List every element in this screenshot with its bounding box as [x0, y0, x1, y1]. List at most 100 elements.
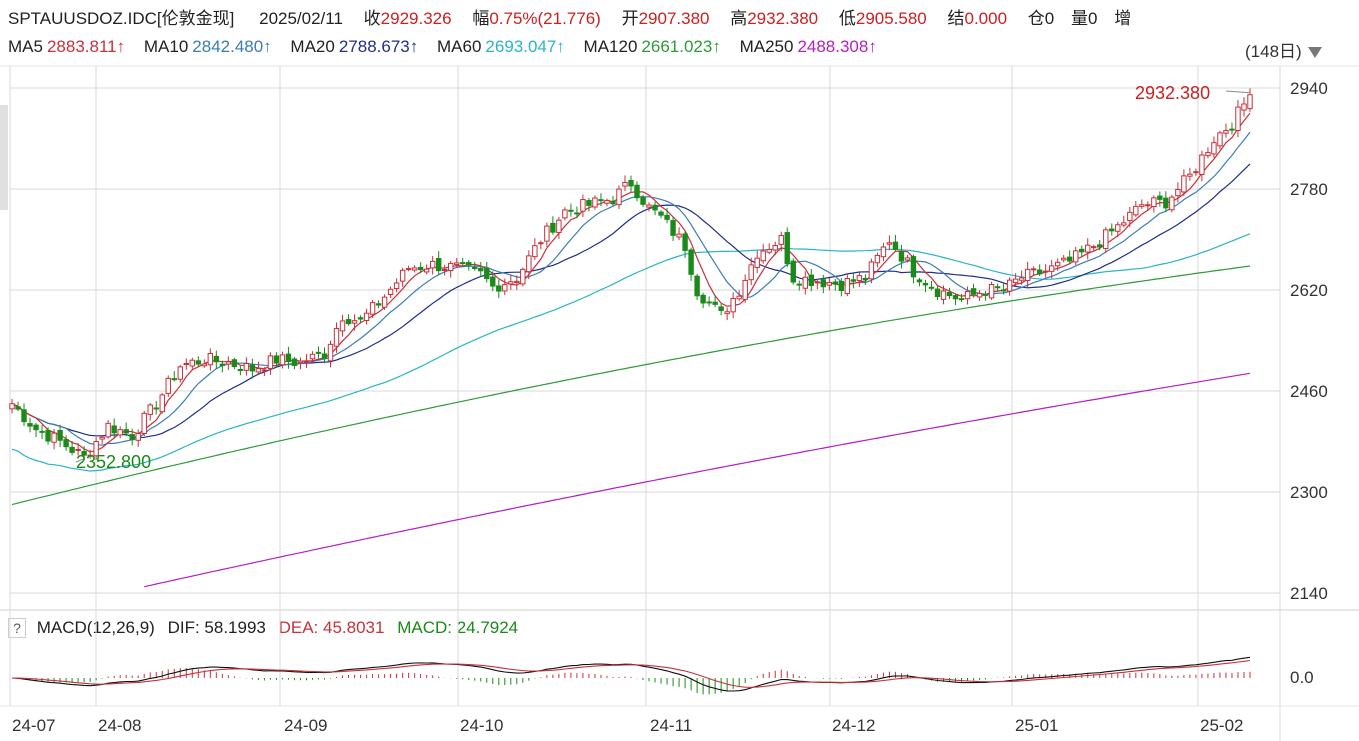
candle-body	[129, 434, 135, 441]
candle	[249, 358, 256, 379]
candle-body	[664, 214, 670, 220]
candle-body	[303, 361, 310, 364]
candle	[1187, 167, 1193, 181]
candle-body	[237, 369, 244, 372]
candle-body	[261, 369, 268, 372]
candle	[441, 264, 448, 276]
ma120-label: MA120	[583, 37, 638, 56]
candle	[796, 280, 802, 291]
candle	[1217, 130, 1223, 150]
candle	[1163, 191, 1169, 213]
candle	[423, 264, 430, 275]
candle-body	[135, 433, 141, 441]
candle	[646, 202, 652, 212]
candle	[808, 268, 814, 292]
candle	[135, 429, 141, 447]
candle	[538, 240, 544, 250]
candle-body	[21, 409, 27, 423]
candle-body	[616, 188, 622, 206]
candle	[946, 287, 953, 300]
ma60-value: 2693.047↑	[485, 37, 565, 56]
left-scroll-handle[interactable]	[0, 105, 8, 210]
candle	[51, 428, 57, 450]
candle	[1006, 277, 1013, 296]
dif-label: DIF: 58.1993	[167, 618, 266, 637]
candle-body	[195, 360, 202, 365]
candle-body	[1217, 132, 1223, 147]
candle-body	[466, 262, 472, 266]
candle	[1024, 261, 1031, 288]
candle-body	[532, 245, 538, 258]
candle-body	[958, 298, 965, 301]
ma-legend: MA5 2883.811↑ MA10 2842.480↑ MA20 2788.673↑…	[8, 37, 891, 57]
candle	[297, 357, 304, 370]
candle	[934, 285, 941, 301]
candle	[586, 198, 592, 212]
period-selector[interactable]: (148日)	[1245, 37, 1322, 62]
candle	[1018, 270, 1025, 285]
candle-body	[544, 225, 550, 242]
help-icon[interactable]: ?	[8, 618, 26, 638]
candle	[207, 348, 214, 371]
ma250-value: 2488.308↑	[797, 37, 877, 56]
macd-y-tick-label: 0.0	[1290, 668, 1314, 687]
candle	[556, 217, 562, 239]
candle	[177, 364, 183, 383]
candle-body	[688, 249, 694, 275]
candle	[93, 437, 99, 460]
candle	[39, 424, 45, 440]
candle-body	[982, 293, 989, 296]
candle	[820, 274, 827, 294]
symbol-name[interactable]: SPTAUUSDOZ.IDC[伦敦金现]	[8, 9, 235, 28]
candle-body	[754, 257, 760, 268]
candle-body	[1030, 268, 1037, 271]
candle	[201, 359, 208, 368]
candle	[1054, 258, 1061, 271]
candle-body	[1241, 103, 1247, 111]
candle	[514, 275, 520, 290]
candle-body	[183, 362, 189, 365]
candle-body	[423, 268, 430, 273]
open-value: 2907.380	[638, 9, 710, 28]
x-tick-label: 24-09	[284, 716, 327, 735]
candle	[826, 278, 833, 291]
candle	[213, 350, 220, 370]
candle	[405, 265, 412, 272]
candle-body	[105, 422, 111, 438]
candle-body	[1091, 246, 1097, 249]
candle-body	[472, 267, 478, 270]
position-label: 仓	[1027, 9, 1045, 28]
ma5-label: MA5	[8, 37, 43, 56]
candle	[754, 250, 760, 274]
candle-body	[676, 233, 682, 238]
candle-body	[375, 303, 382, 306]
candle	[484, 261, 490, 283]
volume-label: 量	[1070, 9, 1088, 28]
candle-body	[682, 233, 688, 251]
candle-body	[327, 343, 334, 362]
ma20-value: 2788.673↑	[338, 37, 419, 56]
candle	[898, 244, 905, 269]
candle	[904, 254, 911, 263]
candle-body	[718, 306, 724, 311]
candle	[850, 273, 857, 289]
candle-body	[772, 244, 778, 251]
candle	[694, 273, 700, 301]
candle	[670, 216, 676, 241]
candle-body	[405, 268, 412, 271]
candle	[1121, 215, 1127, 228]
candle-body	[63, 439, 69, 448]
candle-body	[1181, 175, 1187, 193]
candle	[231, 357, 238, 370]
candle-body	[207, 352, 214, 366]
candle	[393, 278, 400, 293]
ma20-label: MA20	[290, 37, 335, 56]
candle-body	[514, 280, 520, 283]
candle	[592, 195, 598, 210]
candle-body	[1211, 142, 1217, 155]
candle	[1223, 123, 1229, 138]
candle-body	[916, 279, 923, 283]
ma120-value: 2661.023↑	[641, 37, 721, 56]
candle-body	[1097, 244, 1103, 248]
